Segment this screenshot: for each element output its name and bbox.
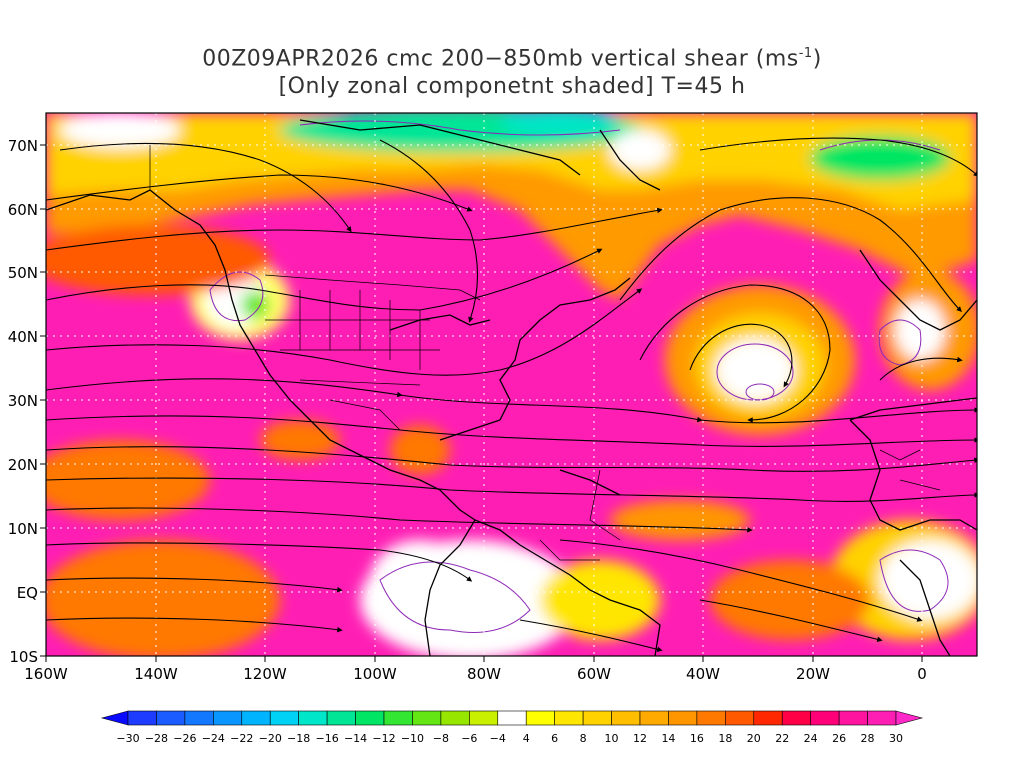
colorbar-box (469, 710, 499, 726)
colorbar-box (241, 710, 271, 726)
colorbar-label: −24 (202, 732, 225, 745)
colorbar-label: 4 (523, 732, 530, 745)
colorbar-box (838, 710, 868, 726)
lon-label: 0 (917, 665, 927, 683)
lon-label: 140W (134, 665, 178, 683)
colorbar-box (497, 710, 527, 726)
colorbar-box (184, 710, 214, 726)
lat-lon-grid (46, 113, 977, 656)
colorbar-box (781, 710, 811, 726)
lon-label: 20W (796, 665, 830, 683)
colorbar-box (355, 710, 385, 726)
colorbar-box (554, 710, 584, 726)
colorbar-box (412, 710, 442, 726)
colorbar-label: −18 (287, 732, 310, 745)
colorbar-box (810, 710, 840, 726)
colorbar-box (867, 710, 897, 726)
colorbar-box (298, 710, 328, 726)
purple-contours (209, 120, 949, 633)
title-line-1: 00Z09APR2026 cmc 200−850mb vertical shea… (202, 46, 822, 72)
colorbar-box (213, 710, 243, 726)
lat-labels: 70N 60N 50N 40N 30N 20N 10N EQ 10S (8, 137, 38, 666)
colorbar-box (127, 710, 157, 726)
lon-label: 120W (243, 665, 287, 683)
colorbar-label: 28 (861, 732, 875, 745)
colorbar-label: −22 (230, 732, 253, 745)
plot-area (46, 113, 977, 656)
colorbar-label: 30 (889, 732, 903, 745)
colorbar-label: 16 (690, 732, 704, 745)
colorbar-label: 22 (775, 732, 789, 745)
colorbar-box (383, 710, 413, 726)
colorbar: −30 −28 −26 −24 −22 −20 −18 −16 −14 −12 −10 −8 −6 −4 4… (100, 710, 924, 745)
streamlines (46, 137, 977, 653)
colorbar-box (156, 710, 186, 726)
lat-label: 60N (8, 201, 38, 219)
lat-label: 50N (8, 264, 38, 282)
colorbar-label: 24 (804, 732, 818, 745)
colorbar-label: 18 (718, 732, 732, 745)
map-frame (45, 112, 978, 657)
lon-label: 60W (577, 665, 611, 683)
lat-label: EQ (17, 584, 38, 602)
colorbar-box (269, 710, 299, 726)
lat-label: 10S (9, 648, 38, 666)
colorbar-box (440, 710, 470, 726)
lat-label: 40N (8, 328, 38, 346)
lat-label: 70N (8, 137, 38, 155)
colorbar-label: 6 (551, 732, 558, 745)
colorbar-box (696, 710, 726, 726)
lon-label: 160W (24, 665, 68, 683)
colorbar-label: 10 (605, 732, 619, 745)
colorbar-box (753, 710, 783, 726)
colorbar-label: 8 (580, 732, 587, 745)
colorbar-label: −16 (316, 732, 339, 745)
colorbar-left-arrow (100, 710, 129, 726)
colorbar-box (525, 710, 555, 726)
colorbar-label: −4 (490, 732, 506, 745)
colorbar-label: 20 (747, 732, 761, 745)
lon-labels: 160W 140W 120W 100W 80W 60W 40W 20W 0 (24, 665, 927, 683)
colorbar-label: −20 (259, 732, 282, 745)
colorbar-right-arrow (895, 710, 924, 726)
lon-label: 100W (353, 665, 397, 683)
lat-label: 20N (8, 456, 38, 474)
lat-label: 10N (8, 520, 38, 538)
colorbar-box (611, 710, 641, 726)
colorbar-label: 14 (661, 732, 675, 745)
colorbar-label: −10 (401, 732, 424, 745)
axis-ticks (40, 144, 923, 662)
colorbar-label: −8 (433, 732, 449, 745)
lon-label: 80W (467, 665, 501, 683)
colorbar-label: 12 (633, 732, 647, 745)
colorbar-label: −26 (173, 732, 196, 745)
colorbar-box (725, 710, 755, 726)
colorbar-label: −30 (116, 732, 139, 745)
colorbar-label: −6 (461, 732, 477, 745)
colorbar-box (582, 710, 612, 726)
colorbar-box (639, 710, 669, 726)
colorbar-label: −12 (372, 732, 395, 745)
title-line-2: [Only zonal componetnt shaded] T=45 h (278, 74, 746, 99)
political-borders (149, 145, 941, 561)
colorbar-label: 26 (832, 732, 846, 745)
colorbar-box (668, 710, 698, 726)
colorbar-label: −14 (344, 732, 367, 745)
lat-label: 30N (8, 392, 38, 410)
colorbar-box (326, 710, 356, 726)
lon-label: 40W (686, 665, 720, 683)
colorbar-label: −28 (145, 732, 168, 745)
